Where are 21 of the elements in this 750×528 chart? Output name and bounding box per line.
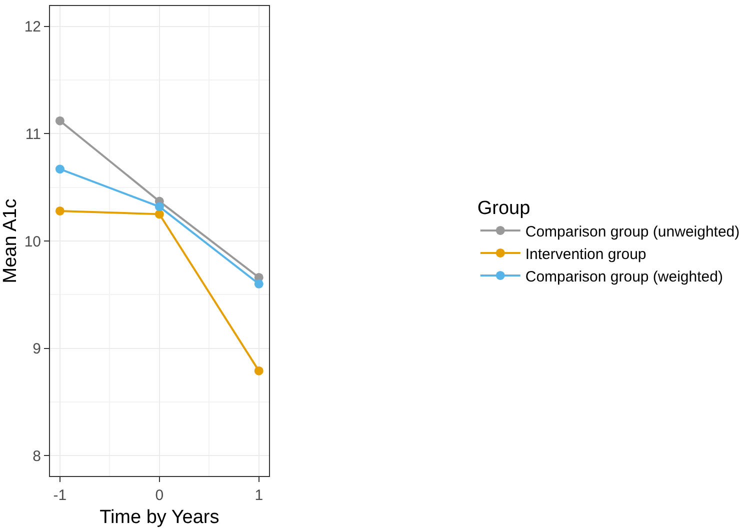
point	[254, 279, 264, 288]
y-tick-label: 10	[24, 233, 41, 250]
y-tick-label: 12	[24, 18, 41, 36]
point	[154, 210, 164, 219]
y-axis-title: Mean A1c	[0, 198, 21, 284]
point	[55, 116, 64, 126]
legend-title: Group	[477, 198, 530, 220]
legend-label: Comparison group (unweighted)	[525, 223, 740, 240]
x-axis-title: Time by Years	[100, 506, 220, 528]
legend-label: Comparison group (weighted)	[525, 268, 723, 286]
legend-label: Intervention group	[525, 246, 646, 263]
y-tick-label: 8	[32, 448, 41, 465]
point	[55, 164, 64, 174]
x-tick-label: 1	[254, 487, 264, 504]
y-tick-label: 11	[25, 126, 41, 143]
x-tick-label: -1	[53, 487, 67, 504]
x-tick-label: 0	[155, 487, 164, 504]
point	[55, 206, 64, 216]
point	[154, 202, 164, 212]
point	[254, 366, 264, 376]
y-tick-label: 9	[32, 340, 41, 358]
